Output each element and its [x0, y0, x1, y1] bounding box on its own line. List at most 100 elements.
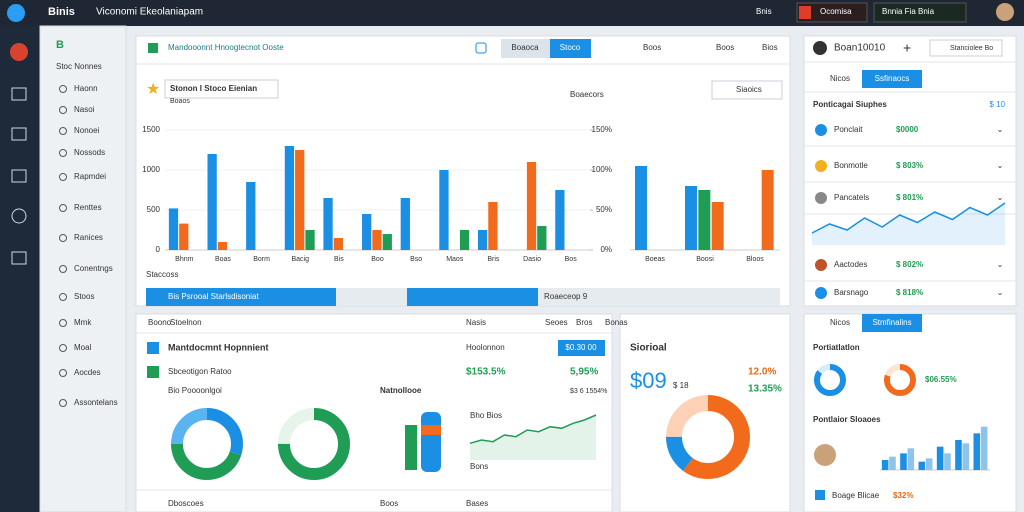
- top-action[interactable]: Bnnia Fia Bnia: [882, 7, 935, 16]
- tab-active[interactable]: [862, 70, 922, 88]
- x-tick-label: Boosi: [696, 256, 714, 263]
- tab[interactable]: Bonas: [605, 318, 628, 327]
- menu-item[interactable]: Nossods: [74, 148, 105, 157]
- menu-icon[interactable]: [59, 85, 67, 93]
- menu-icon[interactable]: [59, 106, 67, 114]
- menu-icon[interactable]: [59, 344, 67, 352]
- tab[interactable]: Nicos: [830, 318, 850, 327]
- star: ★: [146, 81, 160, 98]
- bar: [526, 162, 537, 250]
- menu-icon[interactable]: [59, 319, 67, 327]
- menu-icon[interactable]: [59, 369, 67, 377]
- button[interactable]: [929, 39, 1003, 57]
- toolbar-button[interactable]: [550, 39, 591, 58]
- row-value: $3 6 1554%: [570, 388, 607, 395]
- app-title: Viconomi Ekeolaniapam: [96, 7, 203, 18]
- menu-item[interactable]: Ranices: [74, 233, 103, 242]
- menu-item[interactable]: Nonoei: [74, 126, 100, 135]
- toolbar-link[interactable]: Boos: [643, 43, 661, 52]
- legend: Bho Bios: [470, 411, 502, 420]
- bar: [907, 448, 915, 470]
- y2-tick-label: 0%: [600, 245, 612, 254]
- bar: [936, 446, 944, 470]
- bar: [711, 202, 724, 250]
- toolbar-button-label[interactable]: Boaoca: [511, 43, 539, 52]
- avatar: [813, 41, 827, 55]
- button[interactable]: [558, 340, 605, 356]
- x-tick-label: Bhnm: [175, 256, 193, 263]
- toolbar-button[interactable]: [501, 39, 550, 58]
- column-label: Hoolonnon: [466, 343, 505, 352]
- row-icon: [815, 192, 827, 204]
- icon: [148, 43, 158, 53]
- top-action[interactable]: Ocomisa: [820, 7, 852, 16]
- row-label: Ponclait: [834, 125, 863, 134]
- x-tick-label: Bos: [565, 256, 578, 263]
- x-tick-label: Boeas: [645, 256, 665, 263]
- avatar[interactable]: [996, 3, 1014, 21]
- chevron[interactable]: ⌄: [997, 288, 1004, 297]
- plus[interactable]: +: [903, 40, 911, 56]
- line: [811, 202, 1006, 234]
- menu-item[interactable]: Rapmdei: [74, 172, 106, 181]
- toolbar-link[interactable]: Bios: [762, 43, 778, 52]
- chevron[interactable]: ⌄: [997, 193, 1004, 202]
- cylinder: [421, 412, 441, 472]
- rail-icon[interactable]: [11, 251, 27, 265]
- menu-icon[interactable]: [59, 204, 67, 212]
- top-button[interactable]: [873, 2, 967, 23]
- bar: [698, 190, 711, 250]
- tab[interactable]: Seoes: [545, 318, 568, 327]
- menu-item[interactable]: Renttes: [74, 203, 102, 212]
- toolbar-button-label[interactable]: Stoco: [560, 43, 581, 52]
- menu-icon[interactable]: [59, 127, 67, 135]
- rail-icon[interactable]: [11, 87, 27, 101]
- tab[interactable]: Stmfinalins: [872, 318, 911, 327]
- bar: [685, 186, 697, 250]
- menu-icon[interactable]: [59, 399, 67, 407]
- donut-segment: [666, 395, 750, 479]
- bar: [477, 230, 488, 250]
- chevron[interactable]: ⌄: [997, 161, 1004, 170]
- tab-active[interactable]: [862, 314, 922, 332]
- top-button[interactable]: [796, 2, 868, 23]
- menu-icon[interactable]: [59, 173, 67, 181]
- menu-icon[interactable]: [59, 234, 67, 242]
- toolbar-label: Mandooonnt Hnoogtecnot Ooste: [168, 43, 284, 52]
- menu-icon[interactable]: [59, 265, 67, 273]
- tab[interactable]: Ssfinaocs: [875, 74, 910, 83]
- chevron[interactable]: ⌄: [997, 125, 1004, 134]
- menu-item[interactable]: Stoos: [74, 292, 94, 301]
- tab[interactable]: Nasis: [466, 318, 486, 327]
- chevron[interactable]: ⌄: [997, 260, 1004, 269]
- menu-item[interactable]: Mmk: [74, 318, 92, 327]
- button-label[interactable]: Stanciolee Bo: [950, 45, 993, 52]
- top-action[interactable]: Bnis: [756, 7, 772, 16]
- rail-icon[interactable]: [10, 43, 28, 61]
- menu-item[interactable]: Nasoi: [74, 105, 95, 114]
- panel-title: Siorioal: [630, 343, 667, 354]
- tab[interactable]: Boono: [148, 318, 172, 327]
- x-tick-label: Dasio: [523, 256, 541, 263]
- menu-item[interactable]: Haonn: [74, 84, 98, 93]
- x-tick-label: Bris: [487, 256, 500, 263]
- box-label[interactable]: Siaoics: [736, 85, 762, 94]
- menu-item[interactable]: Assontelans: [74, 398, 118, 407]
- tab[interactable]: Bros: [576, 318, 592, 327]
- rail-icon[interactable]: [11, 208, 27, 224]
- rail-icon[interactable]: [11, 127, 27, 141]
- bar: [305, 230, 315, 250]
- tab[interactable]: Nicos: [830, 74, 850, 83]
- button-label[interactable]: $0.30 00: [565, 343, 597, 352]
- rail-icon[interactable]: [11, 169, 27, 183]
- toolbar-link[interactable]: Boos: [716, 43, 734, 52]
- menu-icon[interactable]: [59, 149, 67, 157]
- menu-item[interactable]: Moal: [74, 343, 92, 352]
- tab[interactable]: Stoelnon: [170, 318, 202, 327]
- menu-icon[interactable]: [59, 293, 67, 301]
- box[interactable]: [711, 80, 783, 100]
- menu-item[interactable]: Conentngs: [74, 264, 113, 273]
- donut-segment: [171, 408, 243, 480]
- bar: [246, 182, 256, 250]
- menu-item[interactable]: Aocdes: [74, 368, 101, 377]
